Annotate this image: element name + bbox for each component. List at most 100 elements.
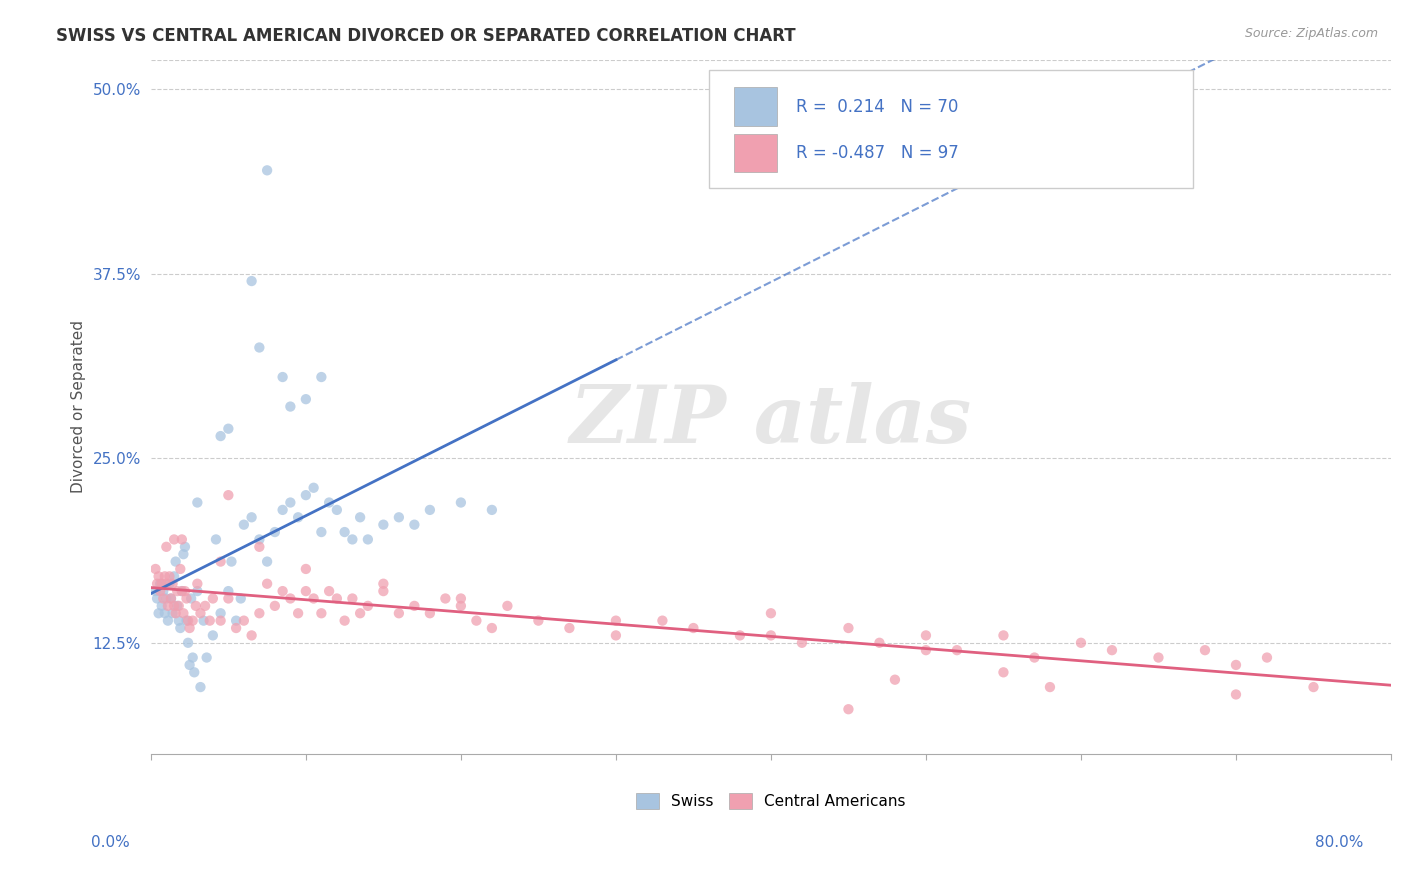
Point: [181, 614, 204, 628]
Point: [156, 614, 179, 628]
Point: [295, 488, 318, 502]
Point: [263, 599, 285, 613]
Point: [280, 495, 302, 509]
Point: [205, 533, 228, 547]
Point: [481, 621, 503, 635]
Point: [333, 524, 356, 539]
Point: [179, 657, 201, 672]
Point: [419, 607, 441, 621]
Point: [404, 599, 426, 613]
Point: [229, 591, 252, 606]
Point: [759, 607, 782, 621]
Point: [311, 607, 333, 621]
Point: [165, 607, 187, 621]
Point: [170, 584, 193, 599]
Point: [153, 569, 176, 583]
Point: [145, 584, 167, 599]
Point: [174, 540, 197, 554]
Point: [682, 621, 704, 635]
Point: [159, 576, 181, 591]
Point: [651, 614, 673, 628]
Point: [201, 628, 224, 642]
Point: [190, 607, 212, 621]
Point: [217, 422, 239, 436]
Point: [1225, 657, 1247, 672]
Y-axis label: Divorced or Separated: Divorced or Separated: [72, 320, 86, 493]
Point: [186, 584, 208, 599]
Point: [179, 621, 201, 635]
Point: [149, 584, 172, 599]
Point: [373, 576, 395, 591]
Point: [605, 628, 627, 642]
Point: [201, 591, 224, 606]
Point: [256, 163, 278, 178]
Point: [146, 591, 169, 606]
Point: [183, 665, 205, 680]
Point: [373, 517, 395, 532]
Point: [209, 607, 232, 621]
FancyBboxPatch shape: [734, 134, 778, 172]
Point: [915, 628, 938, 642]
Point: [160, 591, 183, 606]
Point: [388, 510, 411, 524]
Point: [217, 488, 239, 502]
Point: [165, 555, 187, 569]
Point: [1024, 650, 1046, 665]
Point: [450, 591, 472, 606]
Text: R = -0.487   N = 97: R = -0.487 N = 97: [796, 145, 959, 162]
Point: [481, 503, 503, 517]
Point: [167, 599, 190, 613]
FancyBboxPatch shape: [709, 70, 1192, 188]
Point: [326, 591, 349, 606]
Point: [349, 510, 371, 524]
Point: [153, 607, 176, 621]
Point: [162, 607, 184, 621]
Point: [993, 665, 1015, 680]
Point: [558, 621, 581, 635]
Point: [326, 503, 349, 517]
Point: [155, 591, 177, 606]
Point: [169, 621, 191, 635]
Point: [1147, 650, 1170, 665]
Point: [450, 599, 472, 613]
Point: [450, 495, 472, 509]
Point: [373, 584, 395, 599]
Point: [177, 614, 200, 628]
Point: [184, 599, 207, 613]
Point: [256, 555, 278, 569]
Point: [993, 628, 1015, 642]
Point: [318, 584, 340, 599]
Point: [148, 569, 170, 583]
Point: [209, 555, 232, 569]
Point: [232, 614, 254, 628]
Point: [728, 628, 751, 642]
Point: [163, 533, 186, 547]
Point: [198, 614, 221, 628]
Point: [318, 495, 340, 509]
Point: [240, 628, 263, 642]
Point: [388, 607, 411, 621]
Point: [357, 599, 380, 613]
Point: [419, 503, 441, 517]
Point: [221, 555, 243, 569]
Point: [605, 614, 627, 628]
Point: [295, 392, 318, 407]
Point: [172, 607, 194, 621]
Point: [149, 576, 172, 591]
Point: [181, 650, 204, 665]
Point: [247, 540, 270, 554]
Point: [271, 370, 294, 384]
Point: [194, 599, 217, 613]
Point: [1302, 680, 1324, 694]
Text: ZIP atlas: ZIP atlas: [569, 382, 972, 459]
Point: [1256, 650, 1278, 665]
Point: [287, 510, 309, 524]
Point: [193, 614, 215, 628]
Point: [837, 621, 859, 635]
Point: [342, 533, 364, 547]
Point: [166, 599, 188, 613]
Point: [209, 614, 232, 628]
Point: [148, 607, 170, 621]
Point: [496, 599, 519, 613]
Point: [163, 599, 186, 613]
